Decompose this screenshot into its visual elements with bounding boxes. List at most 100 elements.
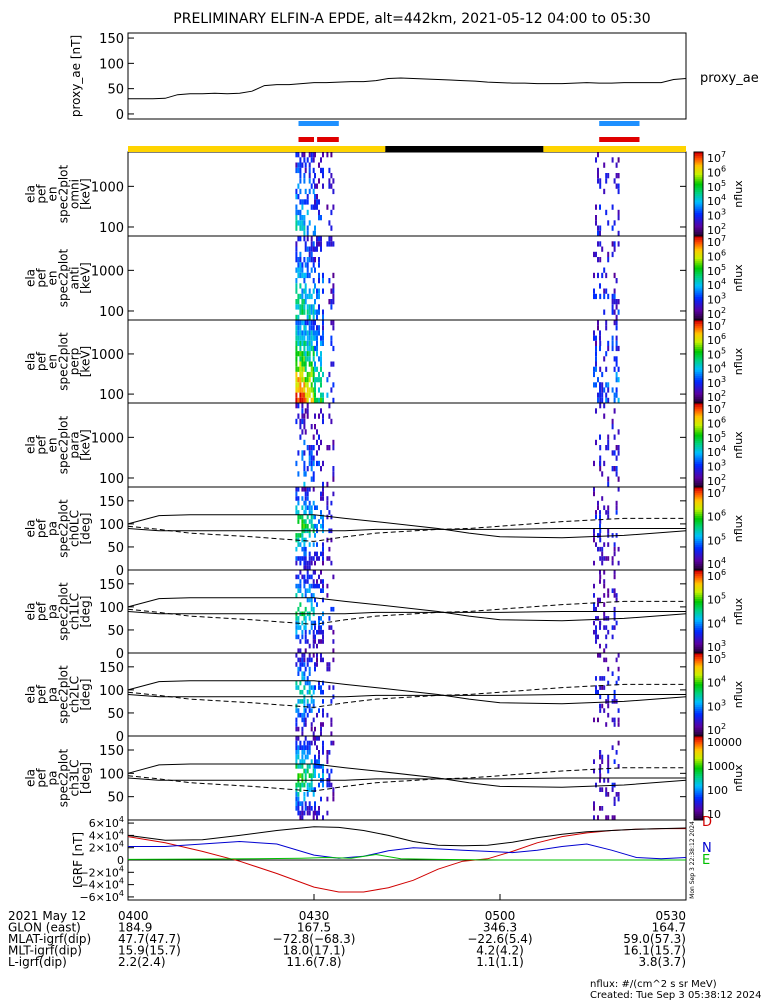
spec2plot_en_omni-colorbar-step bbox=[694, 162, 703, 166]
spec2plot_ch0LC-colorbar-step bbox=[694, 518, 703, 521]
spec2plot_ch2LC-cell bbox=[607, 694, 610, 700]
spec2plot_en_perp-cell bbox=[308, 340, 311, 346]
spec2plot_en_omni-cell bbox=[314, 230, 316, 236]
spec2plot_ch0LC-cell bbox=[303, 546, 306, 552]
spec2plot_en_omni-colorbar-step bbox=[694, 170, 703, 174]
spec2plot_en_omni-cell bbox=[297, 167, 300, 174]
spec2plot_en_para-cell bbox=[332, 466, 335, 472]
spec2plot_en_perp-cell bbox=[330, 361, 333, 367]
spec2plot_en_anti-cell bbox=[314, 299, 316, 305]
spec2plot_en_para-cell bbox=[310, 445, 313, 451]
spec2plot_en_anti-colorbar-step bbox=[694, 267, 703, 271]
spec2plot_en_omni-colorbar-step bbox=[694, 217, 703, 220]
spec2plot_ch1LC-cell bbox=[322, 588, 324, 593]
spec2plot_ch1LC-cell bbox=[613, 574, 616, 580]
spec2plot_en_omni-cell bbox=[617, 209, 620, 216]
spec2plot_ch1LC-colorbar-step bbox=[694, 601, 703, 604]
spec2plot_ch0LC-cell bbox=[303, 500, 306, 506]
spec2plot_ch0LC-colorbar-step bbox=[694, 536, 703, 540]
spec2plot_ch0LC-cell bbox=[301, 505, 304, 510]
spec2plot_en_perp-cell bbox=[322, 325, 324, 331]
spec2plot_en_anti-cell bbox=[301, 299, 304, 305]
spec2plot_en_omni-cell bbox=[318, 209, 320, 216]
spec2plot_ch0LC-ylabel: ela bbox=[24, 519, 38, 537]
spec2plot_ch2LC-cell bbox=[301, 731, 304, 736]
spec2plot_en_omni-cell bbox=[306, 157, 309, 163]
spec2plot_en_omni-colorbar-step bbox=[694, 233, 703, 237]
spec2plot_en_para-cell bbox=[320, 408, 322, 414]
spec2plot_en_perp-cell bbox=[303, 361, 306, 367]
spec2plot_ch3LC-colorbar-step bbox=[694, 805, 703, 808]
spec2plot_ch2LC-cell bbox=[320, 657, 322, 663]
spec2plot_en_perp-cell bbox=[316, 340, 318, 346]
spec2plot_ch2LC-cell bbox=[603, 676, 606, 681]
spec2plot_ch3LC-colorbar-step bbox=[694, 736, 703, 739]
spec2plot_en_anti-colorbar-step bbox=[694, 315, 703, 319]
spec2plot_ch3LC-cell bbox=[328, 773, 331, 778]
proxy-ae-ylabel: proxy_ae [nT] bbox=[69, 35, 83, 117]
spec2plot_en_anti-cell bbox=[304, 246, 307, 252]
spec2plot_ch0LC-cell bbox=[308, 551, 311, 557]
spec2plot_ch3LC-colorbar-label: 1000 bbox=[707, 760, 735, 773]
spec2plot_en_perp-cell bbox=[320, 377, 322, 383]
spec2plot_ch3LC-cell bbox=[306, 754, 309, 760]
spec2plot_en_para-cell bbox=[303, 439, 306, 446]
spec2plot_en_perp-colorbar-step bbox=[694, 388, 703, 392]
spec2plot_en_perp-cell bbox=[314, 335, 316, 341]
spec2plot_en_anti-cell bbox=[312, 314, 315, 320]
igrf-ytick-label: 4×104 bbox=[89, 827, 124, 842]
spec2plot_en_perp-cell bbox=[301, 371, 304, 378]
spec2plot_en_perp-ylabel: pef bbox=[35, 351, 49, 371]
spec2plot_ch1LC-cell bbox=[299, 625, 302, 630]
spec2plot_ch2LC-colorbar-step bbox=[694, 715, 703, 718]
spec2plot_en_omni-spectra bbox=[295, 152, 620, 236]
spec2plot_ch0LC-cell bbox=[314, 514, 316, 520]
spec2plot_ch2LC-cell bbox=[297, 685, 300, 690]
spec2plot_en_para-colorbar-step bbox=[694, 442, 703, 446]
spec2plot_en_perp-cell bbox=[615, 387, 618, 393]
spec2plot_en_perp-cell bbox=[301, 366, 304, 372]
spec2plot_ch0LC-cell bbox=[328, 546, 331, 552]
spec2plot_ch2LC-colorbar-step bbox=[694, 719, 703, 722]
spec2plot_ch0LC-cell bbox=[322, 542, 324, 547]
spec2plot_en_omni-cell bbox=[301, 204, 304, 210]
spec2plot_en_perp-cell bbox=[314, 377, 316, 383]
spec2plot_en_perp-cell bbox=[306, 371, 309, 378]
spec2plot_en_para-cell bbox=[312, 445, 315, 451]
spec2plot_ch3LC-cell bbox=[611, 745, 614, 750]
spec2plot_en_perp-colorbar-step bbox=[694, 326, 703, 329]
spec2plot_ch3LC-cell bbox=[306, 806, 309, 811]
spec2plot_ch0LC-cell bbox=[303, 510, 306, 515]
spec2plot_ch2LC-cell bbox=[330, 717, 333, 723]
spec2plot_en_para-cell bbox=[599, 460, 602, 467]
spec2plot_en_para-cell bbox=[303, 418, 306, 425]
spec2plot_ch2LC-cell bbox=[308, 689, 311, 695]
spec2plot_ch2LC-cell bbox=[607, 699, 610, 704]
spec2plot_ch2LC-colorbar-step bbox=[694, 704, 703, 708]
spec2plot_en_perp-cell bbox=[308, 320, 311, 326]
spec2plot_ch2LC-cell bbox=[299, 712, 302, 718]
spec2plot_ch3LC-cell bbox=[308, 806, 311, 811]
spec2plot_ch3LC-colorbar-step bbox=[694, 738, 703, 741]
spec2plot_ch1LC-colorbar-step bbox=[694, 609, 703, 612]
spec2plot_ch3LC-colorbar-step bbox=[694, 803, 703, 806]
spec2plot_en_perp-ylabel: en bbox=[46, 354, 60, 369]
spec2plot_ch0LC-cell bbox=[597, 533, 599, 538]
spec2plot_ch2LC-cell bbox=[617, 676, 620, 681]
spec2plot_en_omni-cell bbox=[617, 173, 620, 179]
footer-row-value: 184.9 bbox=[118, 921, 152, 935]
spec2plot_en_omni-cell bbox=[326, 204, 329, 210]
spec2plot_en_omni-colorbar-step bbox=[694, 187, 703, 191]
spec2plot_en_perp-cell bbox=[599, 382, 602, 388]
spec2plot_en_omni-cell bbox=[328, 178, 331, 184]
spec2plot_ch1LC-ytick-label: 100 bbox=[99, 601, 124, 616]
spec2plot_ch2LC-cell bbox=[295, 717, 298, 723]
spec2plot_en_perp-cell bbox=[330, 335, 333, 341]
spec2plot_ch3LC-cell bbox=[593, 768, 595, 774]
spec2plot_en_perp-cell bbox=[306, 377, 309, 383]
spec2plot_en_omni-cell bbox=[297, 194, 300, 200]
spec2plot_en_perp-ytick-label: 1000 bbox=[91, 348, 124, 363]
spec2plot_en_omni-cell bbox=[599, 204, 601, 210]
spec2plot_ch1LC-cell bbox=[615, 620, 618, 626]
spec2plot_ch3LC-colorbar-step bbox=[694, 788, 703, 792]
